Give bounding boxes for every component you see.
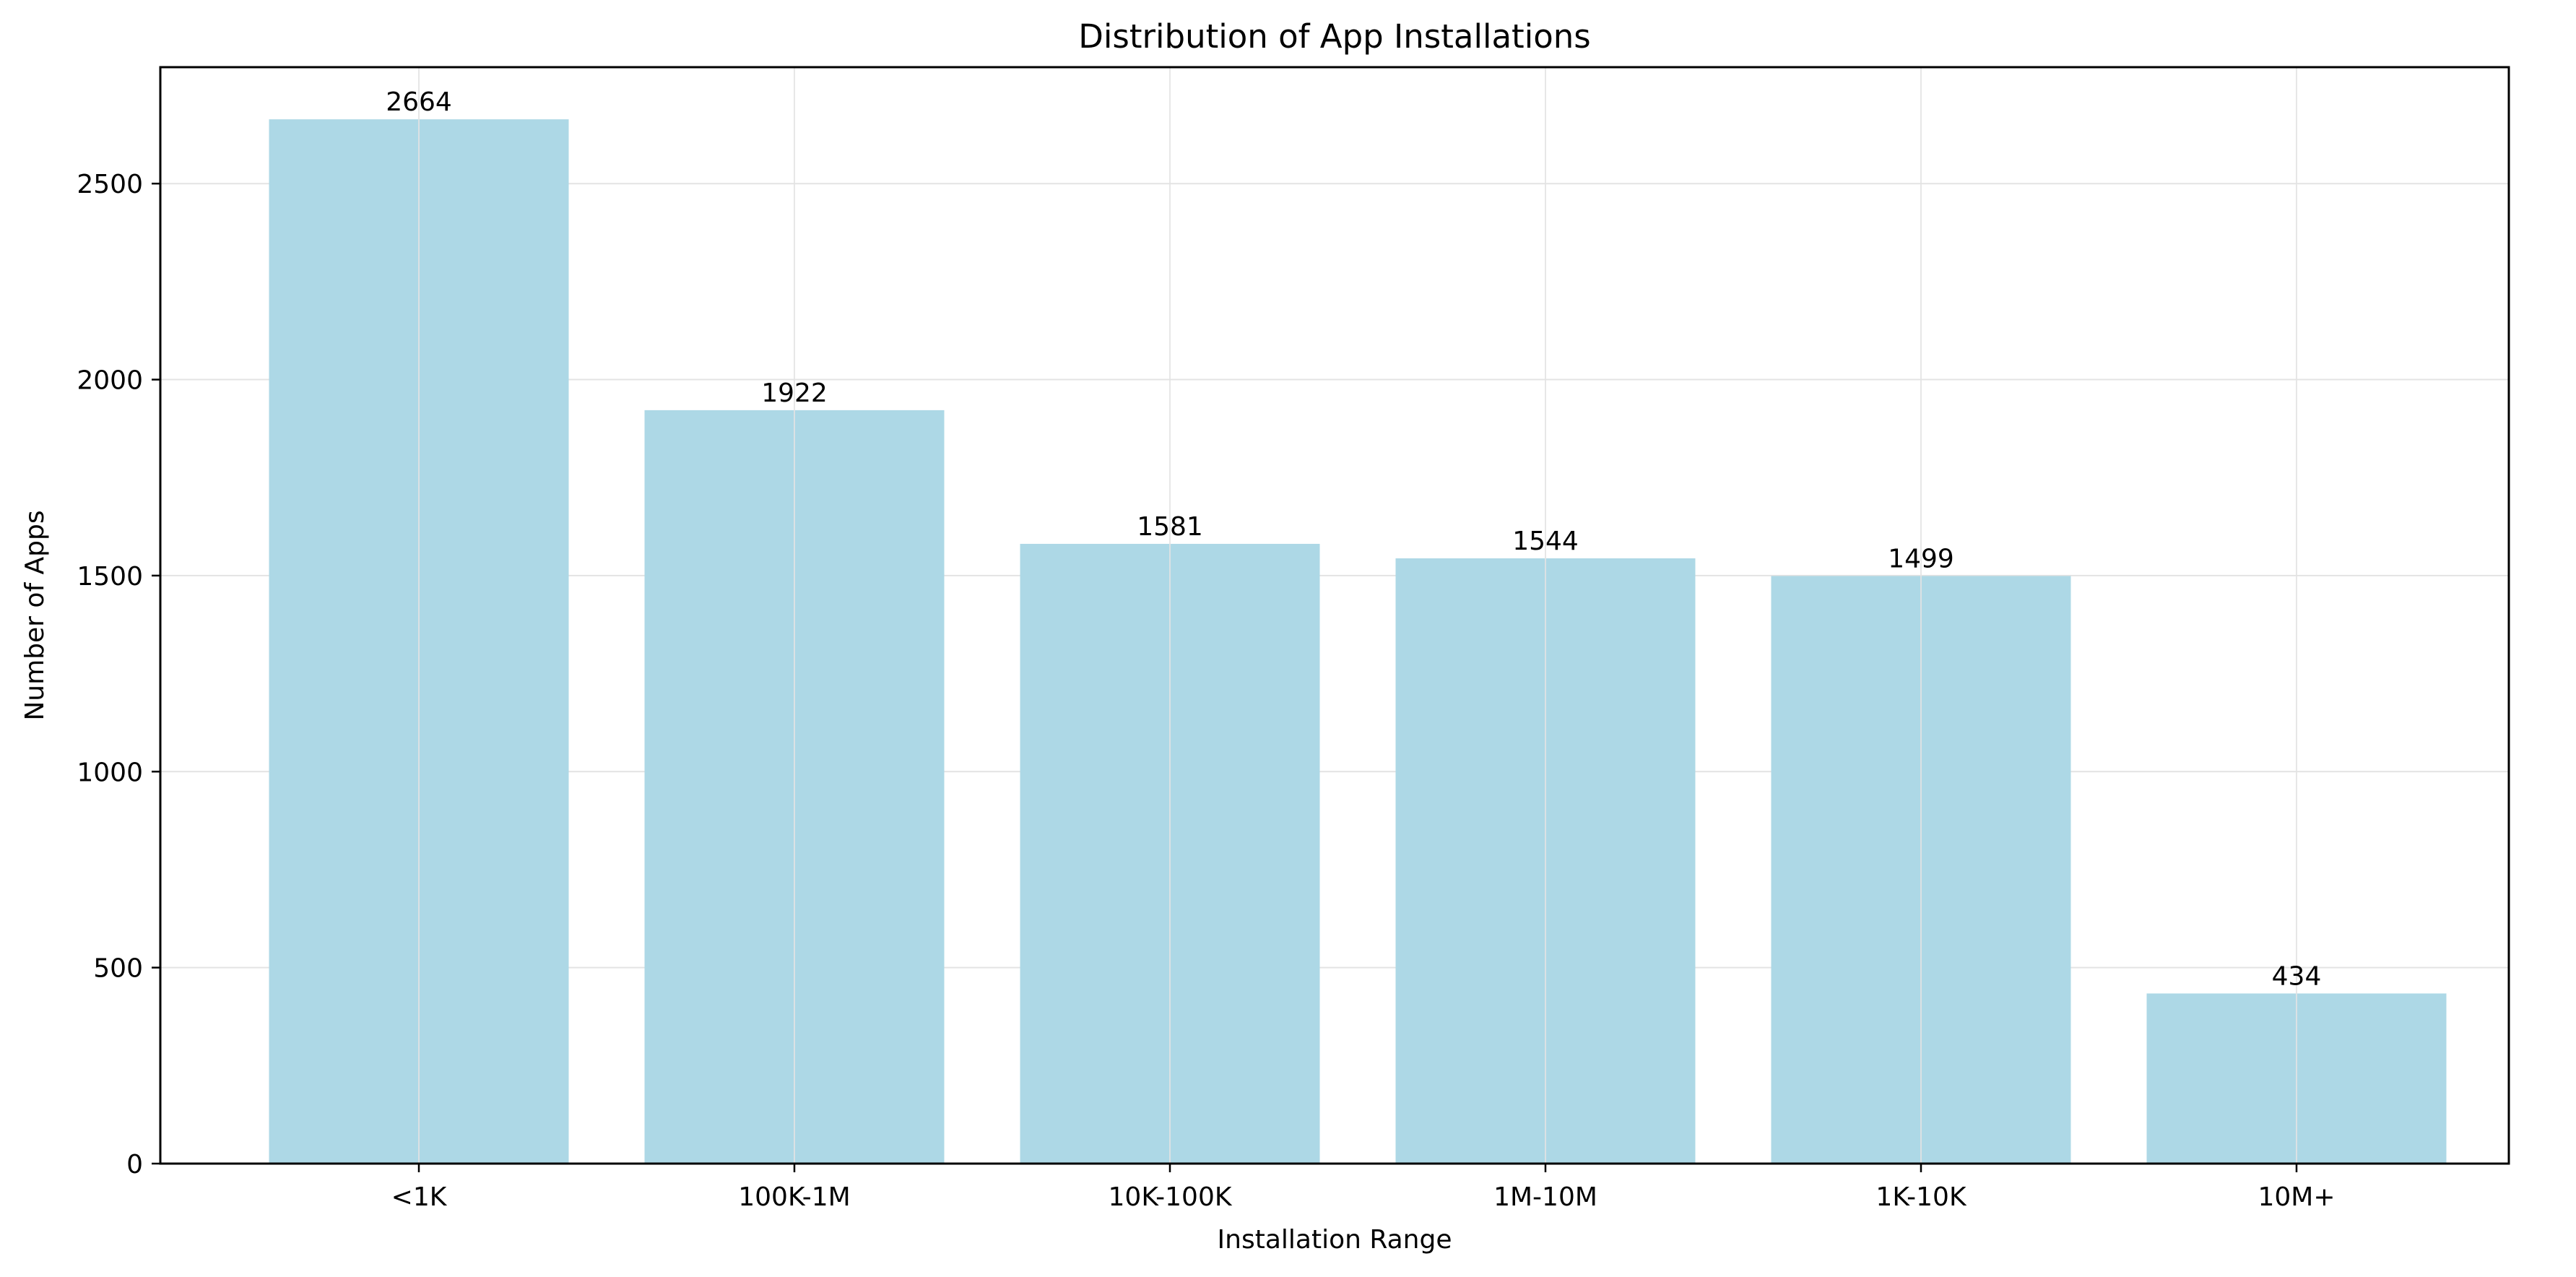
data-label: 1922 <box>761 378 828 408</box>
y-tick-label: 2000 <box>77 366 143 396</box>
y-tick-label: 1500 <box>77 562 143 592</box>
x-tick-label: 100K-1M <box>738 1182 851 1212</box>
x-tick-label: 1M-10M <box>1493 1182 1597 1212</box>
chart-title: Distribution of App Installations <box>1078 17 1590 56</box>
data-label: 1499 <box>1888 544 1954 573</box>
x-tick-label: 10K-100K <box>1109 1182 1233 1212</box>
y-tick-label: 1000 <box>77 758 143 787</box>
x-axis-title: Installation Range <box>1218 1225 1452 1255</box>
x-tick-label: <1K <box>391 1182 448 1212</box>
vertical-grid-lines <box>418 67 2297 1164</box>
y-axis-title: Number of Apps <box>20 510 50 720</box>
data-label: 2664 <box>386 87 452 117</box>
plot-frame <box>159 66 2510 1165</box>
data-label: 434 <box>2272 961 2322 991</box>
y-tick-label: 500 <box>93 954 143 984</box>
data-label: 1544 <box>1512 527 1579 556</box>
x-tick-label: 1K-10K <box>1875 1182 1967 1212</box>
data-label: 1581 <box>1137 512 1203 542</box>
y-tick-label: 2500 <box>77 170 143 199</box>
y-tick-label: 0 <box>126 1150 143 1179</box>
x-tick-label: 10M+ <box>2258 1182 2335 1212</box>
axis-ticks: 0 500 1000 1500 2000 2500 <1K 100K-1M 10K-100K 1M… <box>77 170 2335 1212</box>
data-labels: 2664 1922 1581 1544 1499 434 <box>386 87 2321 991</box>
